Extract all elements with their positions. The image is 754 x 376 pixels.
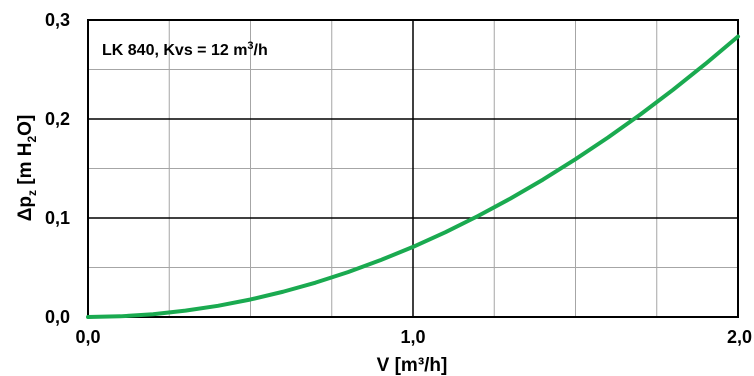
x-tick-label: 0,0 xyxy=(75,327,100,347)
y-title-mid: [m H xyxy=(15,143,36,191)
x-axis-title: V [m³/h] xyxy=(377,355,448,376)
chart-annotation: LK 840, Kvs = 12 m3/h xyxy=(102,40,268,59)
y-tick-labels: 0,0 0,1 0,2 0,3 xyxy=(45,10,70,327)
y-title-sub2: 2 xyxy=(25,136,39,143)
y-title-sub1: z xyxy=(25,190,39,196)
plot-frame xyxy=(87,19,739,318)
annotation-superscript: 3 xyxy=(247,40,253,52)
x-tick-label: 2,0 xyxy=(727,327,752,347)
y-axis-title: Δpz [m H2O] xyxy=(15,115,39,222)
y-title-end: O] xyxy=(15,115,36,136)
y-tick-label: 0,2 xyxy=(45,109,70,129)
y-tick-label: 0,1 xyxy=(45,208,70,228)
x-tick-label: 1,0 xyxy=(400,327,425,347)
series-line xyxy=(86,34,740,319)
y-tick-label: 0,0 xyxy=(45,307,70,327)
annotation-end: /h xyxy=(254,42,268,59)
x-tick-labels: 0,0 1,0 2,0 xyxy=(75,327,752,347)
y-tick-label: 0,3 xyxy=(45,10,70,30)
annotation-main: LK 840, Kvs = 12 m xyxy=(102,42,247,59)
series-layer xyxy=(86,34,740,319)
y-title-main: Δp xyxy=(15,196,36,221)
